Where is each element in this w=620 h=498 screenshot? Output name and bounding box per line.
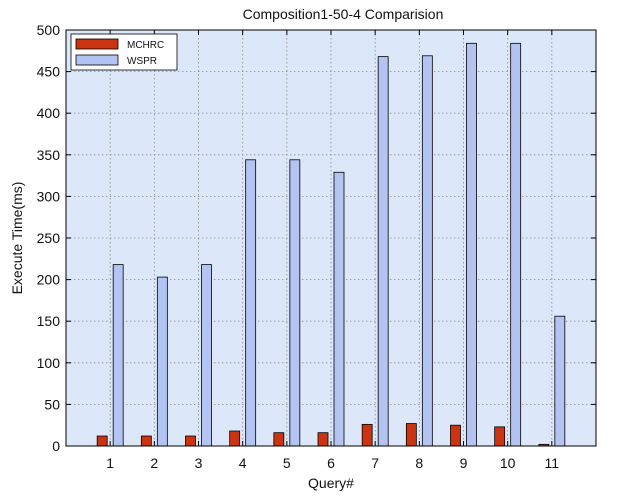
bar-mchrc: [229, 430, 241, 447]
legend-label-mchrc: MCHRC: [127, 40, 164, 51]
y-tick-label: 450: [37, 64, 61, 80]
bar-mchrc: [273, 432, 285, 447]
y-tick-label: 150: [37, 313, 61, 329]
chart-title: Composition1-50-4 Comparision: [243, 6, 444, 22]
bar-wspr: [510, 42, 522, 447]
legend-label-wspr: WSPR: [127, 56, 157, 67]
y-tick-label: 300: [37, 188, 61, 204]
legend: MCHRC WSPR: [70, 33, 178, 71]
y-tick-label: 0: [52, 438, 60, 454]
x-tick-label: 9: [460, 455, 468, 471]
x-tick-label: 4: [239, 455, 247, 471]
y-tick-label: 250: [37, 230, 61, 246]
y-tick-label: 400: [37, 105, 61, 121]
bar-mchrc: [317, 432, 329, 447]
bar-mchrc: [361, 423, 373, 447]
x-tick-label: 5: [283, 455, 291, 471]
bar-mchrc: [140, 435, 152, 447]
bar-mchrc: [96, 435, 108, 447]
y-tick-label: 350: [37, 147, 61, 163]
axis-ticks: 0 50 100 150 200 250 300 350 400 450 500 1 2 3 4 5 6 7 8 9 1…: [37, 22, 596, 471]
bar-wspr: [156, 276, 168, 447]
y-tick-label: 500: [37, 22, 61, 38]
bar-wspr: [377, 56, 389, 447]
bar-wspr: [466, 42, 477, 447]
x-tick-label: 2: [150, 455, 158, 471]
x-tick-label: 11: [545, 455, 560, 471]
x-axis-label: Query#: [308, 475, 354, 491]
x-tick-label: 1: [106, 455, 114, 471]
x-tick-label: 8: [415, 455, 423, 471]
x-tick-label: 7: [371, 455, 379, 471]
y-axis-label: Execute Time(ms): [9, 182, 25, 295]
bar-mchrc: [450, 424, 461, 447]
bars: [96, 42, 566, 447]
x-tick-label: 10: [500, 455, 516, 471]
bar-wspr: [201, 264, 212, 447]
y-tick-label: 200: [37, 272, 61, 288]
grid-lines: [66, 30, 596, 446]
legend-swatch-wspr: [75, 54, 119, 66]
y-tick-label: 100: [37, 355, 61, 371]
bar-wspr: [289, 159, 301, 447]
bar-mchrc: [405, 423, 417, 447]
bar-wspr: [245, 159, 257, 447]
bar-wspr: [333, 171, 345, 447]
bar-wspr: [112, 264, 124, 447]
bar-wspr: [421, 55, 433, 447]
x-tick-label: 3: [195, 455, 203, 471]
legend-swatch-mchrc: [75, 38, 119, 50]
y-tick-label: 50: [44, 396, 60, 412]
x-tick-label: 6: [327, 455, 335, 471]
bar-mchrc: [185, 435, 196, 447]
bar-wspr: [554, 315, 566, 447]
bar-mchrc: [494, 426, 506, 447]
